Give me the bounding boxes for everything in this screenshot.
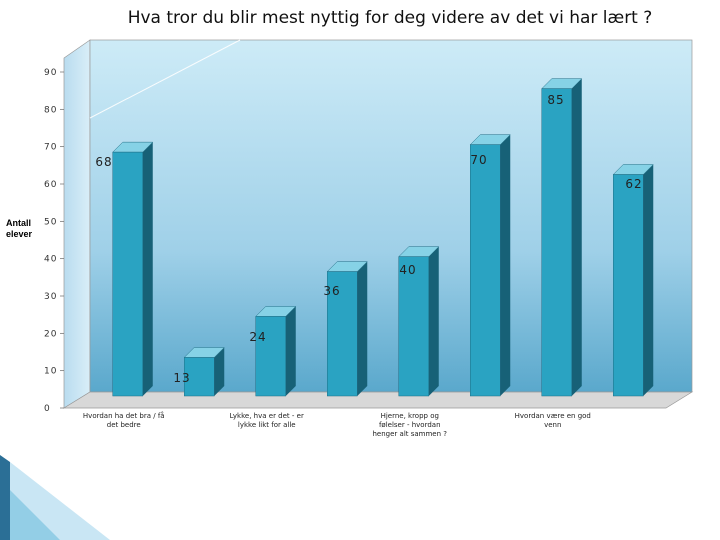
chart-title: Hva tror du blir mest nyttig for deg vid… (127, 8, 653, 28)
bar (398, 246, 440, 397)
data-label: 68 (95, 155, 112, 169)
bar (326, 261, 368, 397)
x-category-label: Hvordan være en god venn (514, 412, 591, 429)
bar-side (357, 261, 368, 396)
floor (62, 391, 694, 409)
x-category-label: Lykke, hva er det - er lykke likt for al… (229, 412, 304, 429)
bar (469, 134, 511, 397)
bar-front (112, 151, 143, 397)
data-label: 62 (625, 177, 642, 191)
bar-side (285, 306, 296, 396)
bar-front (255, 316, 286, 397)
corner-decoration-dark (0, 455, 10, 540)
bar (541, 78, 583, 397)
y-tick-label: 50 (44, 217, 57, 227)
data-label: 24 (249, 330, 266, 344)
bar (255, 306, 297, 397)
bar-side (428, 246, 439, 396)
x-category-label: Hjerne, kropp og følelser - hvordan heng… (372, 412, 448, 438)
y-tick-label: 10 (44, 367, 57, 377)
y-tick-label: 90 (44, 68, 57, 78)
data-labels: 68 13 24 36 40 70 85 62 (95, 93, 642, 385)
bar-side (142, 142, 153, 396)
y-axis-tick-labels: 0 10 20 30 40 50 60 70 80 90 (44, 68, 57, 414)
x-category-label: Hvordan ha det bra / få det bedre (82, 412, 165, 429)
bar-side (214, 347, 225, 396)
bar-front (398, 256, 429, 397)
y-tick-label: 30 (44, 292, 57, 302)
y-tick-label: 40 (44, 255, 57, 265)
y-tick-label: 60 (44, 180, 57, 190)
data-label: 13 (173, 371, 190, 385)
bar-front (613, 174, 644, 397)
y-axis-tick-marks (60, 71, 64, 409)
data-label: 70 (470, 153, 487, 167)
bar (612, 164, 654, 397)
y-tick-label: 70 (44, 143, 57, 153)
y-tick-label: 20 (44, 329, 57, 339)
wall-highlight (89, 39, 241, 119)
bar-side (571, 78, 582, 397)
y-tick-label: 0 (44, 404, 51, 414)
bar-front (184, 357, 215, 397)
left-wall (63, 39, 91, 409)
bar-side (643, 164, 654, 396)
bar-front (541, 88, 572, 397)
data-label: 36 (323, 284, 340, 298)
bar (112, 141, 154, 397)
data-label: 85 (547, 93, 564, 107)
y-tick-label: 80 (44, 105, 57, 115)
y-axis-label: Antall elever (6, 218, 33, 239)
bar (183, 347, 225, 397)
data-label: 40 (399, 263, 416, 277)
corner-decoration-mid (10, 490, 60, 540)
bar-side (500, 134, 511, 396)
back-wall (89, 39, 693, 393)
bar-front (327, 271, 358, 397)
bars (112, 78, 654, 397)
bar-front (470, 144, 501, 397)
